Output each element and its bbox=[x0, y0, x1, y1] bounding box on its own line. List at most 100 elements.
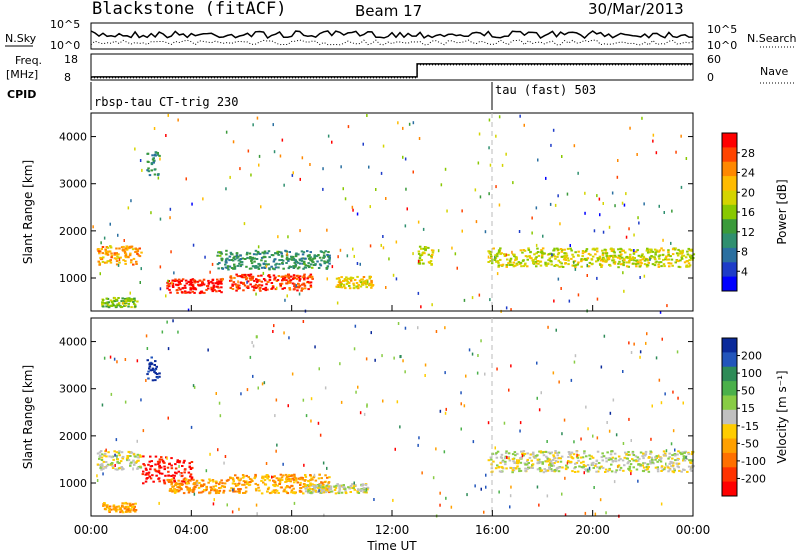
power-cell bbox=[280, 252, 283, 255]
power-cell bbox=[621, 249, 624, 252]
velocity-cell bbox=[136, 453, 140, 456]
power-cell bbox=[336, 284, 340, 287]
velocity-cell bbox=[305, 486, 308, 489]
power-cell bbox=[271, 267, 275, 270]
power-cell bbox=[412, 170, 414, 174]
power-cell bbox=[675, 150, 677, 154]
power-cell bbox=[184, 286, 187, 289]
velocity-cell bbox=[275, 398, 278, 402]
power-cell bbox=[542, 252, 545, 255]
power-cell bbox=[496, 255, 499, 258]
power-cell bbox=[257, 279, 261, 281]
velocity-cell bbox=[145, 472, 149, 475]
power-cell bbox=[252, 123, 254, 127]
power-cell bbox=[524, 255, 528, 258]
power-cell bbox=[217, 280, 221, 283]
power-cell bbox=[124, 262, 127, 265]
power-cell bbox=[446, 209, 448, 213]
velocity-cell bbox=[139, 466, 143, 469]
power-cell bbox=[489, 163, 492, 167]
velocity-cell bbox=[674, 454, 677, 457]
power-cell bbox=[121, 297, 124, 300]
power-cell bbox=[177, 280, 181, 283]
velocity-cell bbox=[208, 478, 211, 481]
power-cell bbox=[497, 264, 501, 267]
velocity-cell bbox=[126, 502, 129, 505]
power-cell bbox=[296, 285, 299, 288]
power-cell bbox=[690, 249, 693, 252]
power-cell bbox=[274, 252, 277, 255]
velocity-cell bbox=[687, 453, 691, 455]
power-cell bbox=[264, 289, 267, 292]
velocity-cell bbox=[292, 487, 295, 490]
velocity-cell bbox=[174, 463, 177, 466]
velocity-cell bbox=[191, 466, 194, 469]
power-cell bbox=[109, 299, 113, 302]
velocity-cell bbox=[112, 505, 115, 508]
velocity-cell bbox=[680, 470, 683, 473]
power-cell bbox=[268, 278, 272, 281]
power-cell bbox=[225, 249, 228, 252]
power-cell bbox=[216, 263, 220, 266]
velocity-cell bbox=[629, 463, 633, 466]
power-cell bbox=[129, 291, 131, 295]
power-cell bbox=[627, 261, 631, 264]
power-cell bbox=[255, 281, 259, 283]
velocity-cell bbox=[102, 460, 106, 463]
power-cell bbox=[147, 170, 151, 173]
velocity-cell bbox=[538, 450, 541, 453]
velocity-cell bbox=[656, 466, 659, 469]
power-cell bbox=[509, 258, 512, 261]
velocity-cell bbox=[633, 342, 635, 346]
velocity-cell bbox=[366, 486, 369, 489]
velocity-cell bbox=[643, 454, 647, 457]
power-cell bbox=[101, 301, 104, 304]
velocity-cell bbox=[619, 457, 622, 460]
velocity-cell bbox=[343, 487, 347, 490]
power-cell bbox=[256, 285, 260, 287]
power-cell bbox=[233, 267, 237, 270]
velocity-cell bbox=[280, 479, 284, 481]
power-cell bbox=[238, 287, 241, 290]
velocity-cell bbox=[683, 456, 686, 459]
velocity-cell bbox=[497, 465, 501, 468]
velocity-cell bbox=[548, 463, 551, 466]
power-cell bbox=[295, 284, 297, 288]
velocity-cell bbox=[682, 457, 685, 460]
velocity-cell bbox=[210, 487, 213, 490]
velocity-cell bbox=[256, 483, 260, 486]
power-cell bbox=[167, 279, 169, 283]
power-cell bbox=[171, 282, 175, 285]
power-cell bbox=[527, 249, 531, 251]
velocity-cell bbox=[439, 503, 441, 507]
power-cell bbox=[194, 288, 198, 291]
power-cell bbox=[187, 308, 190, 312]
power-cell bbox=[347, 125, 350, 129]
velocity-cell bbox=[525, 463, 528, 466]
power-cell bbox=[270, 265, 273, 268]
power-cell bbox=[612, 261, 616, 264]
power-cell bbox=[380, 171, 383, 175]
power-cell bbox=[653, 257, 657, 260]
power-cell bbox=[92, 225, 94, 229]
power-cell bbox=[127, 206, 130, 210]
power-cell bbox=[165, 294, 167, 298]
power-cell bbox=[260, 280, 264, 283]
velocity-cell bbox=[675, 462, 678, 465]
velocity-cell bbox=[660, 465, 664, 468]
power-cell bbox=[132, 257, 136, 260]
velocity-cell bbox=[670, 442, 673, 446]
velocity-cell bbox=[174, 483, 177, 486]
power-cell bbox=[179, 288, 182, 291]
power-cell bbox=[276, 250, 279, 253]
velocity-cell bbox=[615, 469, 618, 472]
power-cell bbox=[661, 253, 665, 256]
velocity-cell bbox=[180, 475, 183, 478]
power-cell bbox=[342, 187, 344, 191]
velocity-cell bbox=[173, 490, 176, 493]
power-cell bbox=[587, 265, 591, 268]
velocity-cell bbox=[177, 330, 179, 334]
velocity-cell bbox=[299, 487, 302, 489]
velocity-cell bbox=[570, 378, 573, 382]
power-cell bbox=[680, 134, 682, 138]
